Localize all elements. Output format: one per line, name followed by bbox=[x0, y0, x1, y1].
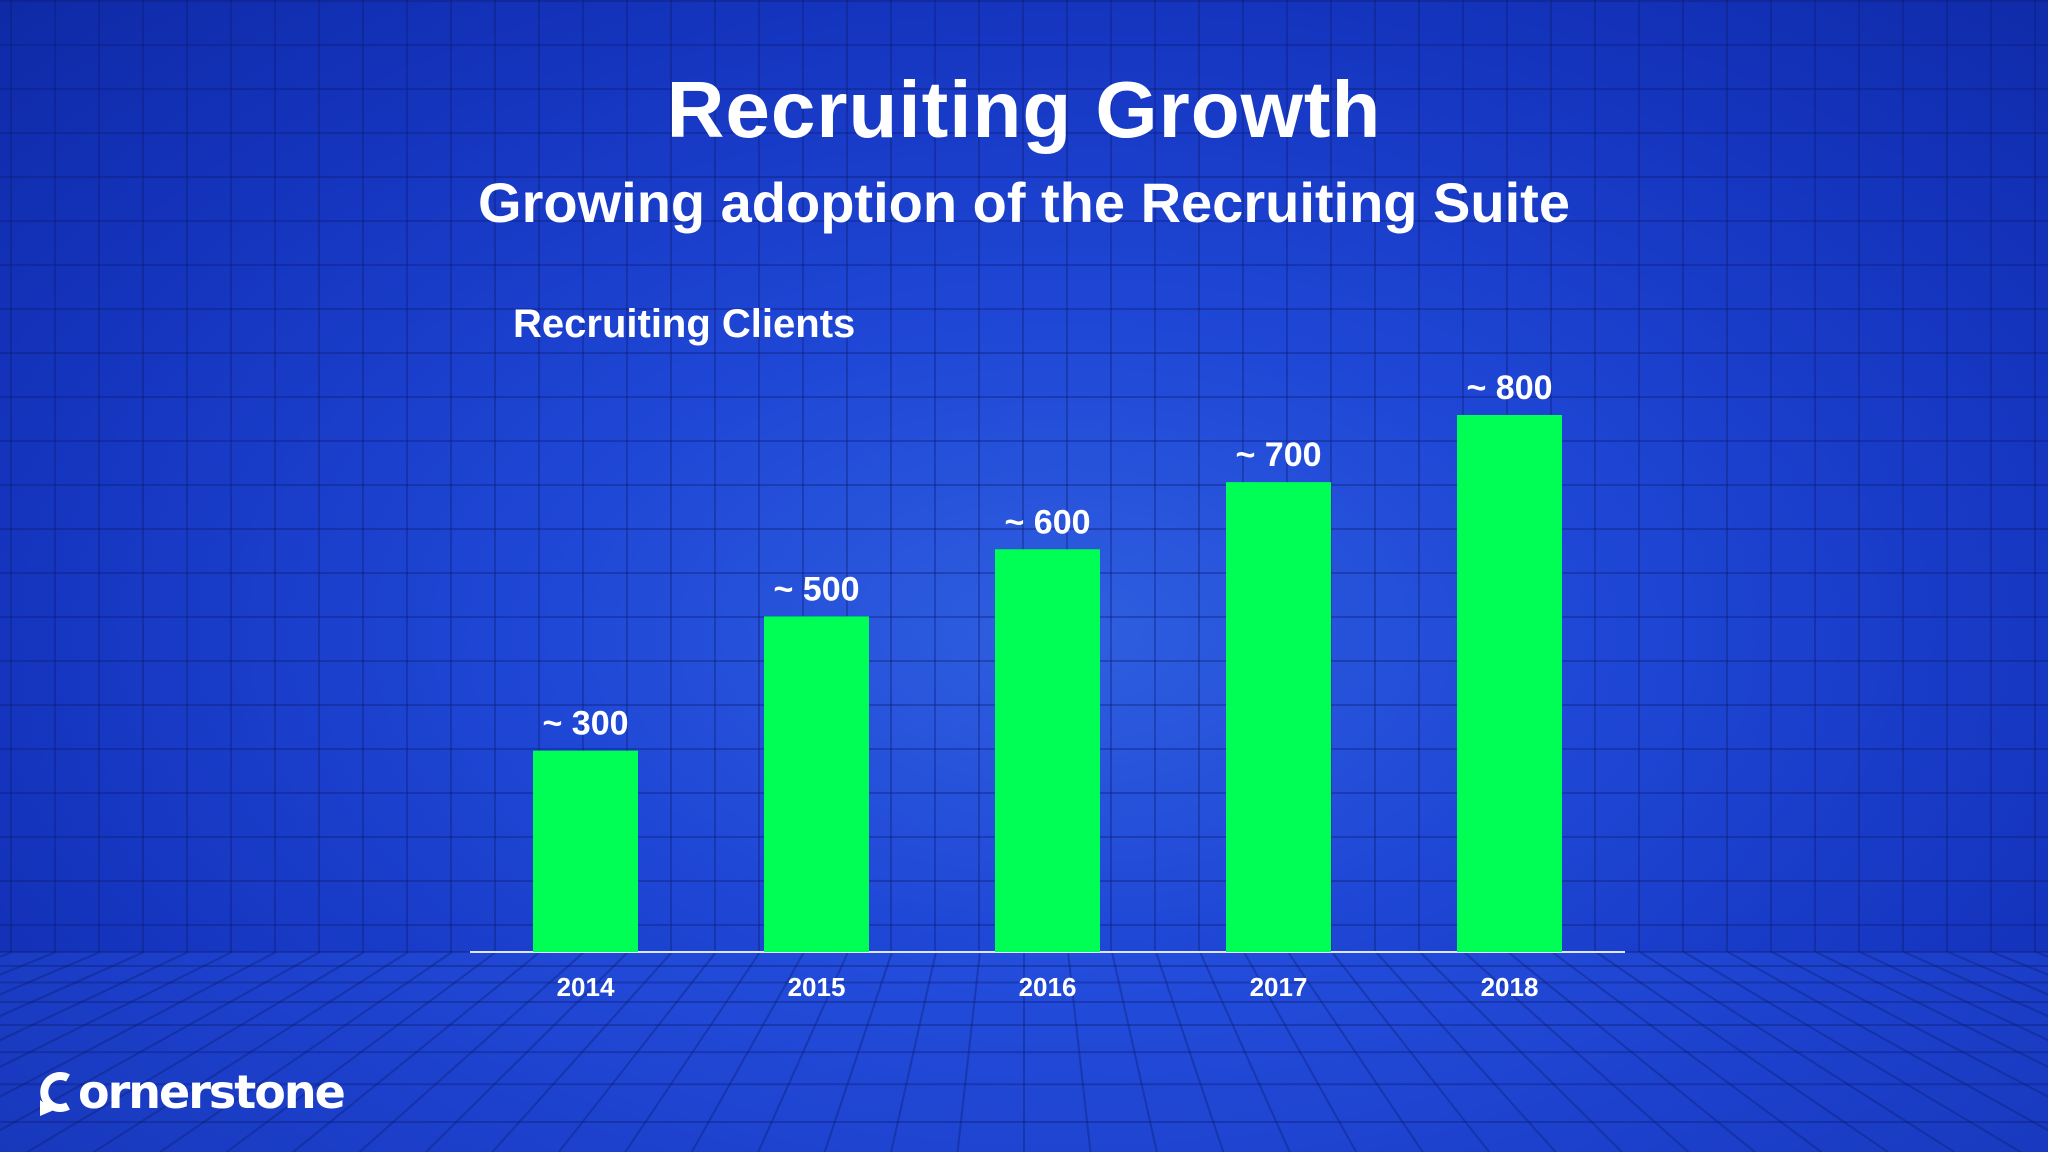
x-tick-label-2017: 2017 bbox=[1250, 972, 1308, 1002]
data-label-2014: ~ 300 bbox=[542, 705, 628, 743]
slide-title: Recruiting Growth bbox=[666, 65, 1382, 154]
x-tick-label-2018: 2018 bbox=[1481, 972, 1539, 1002]
bar-2015 bbox=[764, 616, 869, 952]
data-label-2015: ~ 500 bbox=[773, 570, 859, 608]
x-tick-label-2016: 2016 bbox=[1019, 972, 1077, 1002]
bar-2018 bbox=[1457, 415, 1562, 952]
x-tick-label-2014: 2014 bbox=[557, 972, 615, 1002]
data-label-2018: ~ 800 bbox=[1466, 369, 1552, 407]
bar-2017 bbox=[1226, 482, 1331, 952]
logo-text: ornerstone bbox=[78, 1065, 346, 1119]
data-label-2017: ~ 700 bbox=[1235, 436, 1321, 474]
cornerstone-logo: ornerstone bbox=[38, 1062, 346, 1122]
data-label-2016: ~ 600 bbox=[1004, 503, 1090, 541]
chart-title: Recruiting Clients bbox=[513, 302, 856, 346]
bar-2014 bbox=[533, 750, 638, 952]
slide-subtitle: Growing adoption of the Recruiting Suite bbox=[478, 171, 1570, 234]
cornerstone-c-icon bbox=[40, 1072, 70, 1116]
x-tick-label-2015: 2015 bbox=[788, 972, 846, 1002]
bar-2016 bbox=[995, 549, 1100, 952]
